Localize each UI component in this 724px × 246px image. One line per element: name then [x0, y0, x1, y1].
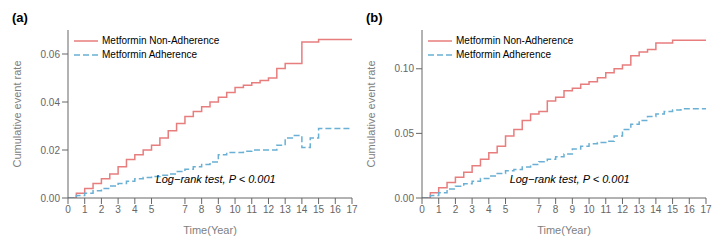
- html-text:Metformin Non-Adherence: Metformin Non-Adherence: [456, 35, 574, 46]
- svg-text:9: 9: [570, 204, 576, 215]
- svg-text:12: 12: [263, 204, 275, 215]
- html-text:Log−rank test, P < 0.001: Log−rank test, P < 0.001: [155, 172, 276, 185]
- svg-text:17: 17: [346, 204, 358, 215]
- svg-text:12: 12: [617, 204, 629, 215]
- svg-text:0: 0: [419, 204, 425, 215]
- html-text:(b): (b): [366, 10, 383, 25]
- html-text:Metformin Adherence: Metformin Adherence: [456, 49, 552, 60]
- svg-text:7: 7: [182, 204, 188, 215]
- svg-text:1: 1: [82, 204, 88, 215]
- svg-text:Time(Year): Time(Year): [537, 224, 591, 236]
- svg-text:8: 8: [199, 204, 205, 215]
- svg-text:4: 4: [132, 204, 138, 215]
- svg-text:Time(Year): Time(Year): [183, 224, 237, 236]
- svg-text:16: 16: [684, 204, 696, 215]
- svg-text:3: 3: [469, 204, 475, 215]
- svg-text:9: 9: [216, 204, 222, 215]
- svg-text:0.00: 0.00: [395, 193, 415, 204]
- svg-text:2: 2: [99, 204, 105, 215]
- svg-text:0: 0: [65, 204, 71, 215]
- svg-text:7: 7: [536, 204, 542, 215]
- svg-text:13: 13: [634, 204, 646, 215]
- svg-text:15: 15: [667, 204, 679, 215]
- html-text:(a): (a): [12, 10, 28, 25]
- svg-text:15: 15: [313, 204, 325, 215]
- svg-text:8: 8: [553, 204, 559, 215]
- html-text:Log−rank test, P < 0.001: Log−rank test, P < 0.001: [509, 172, 630, 185]
- svg-text:5: 5: [149, 204, 155, 215]
- svg-text:Cumulative event rate: Cumulative event rate: [365, 61, 377, 168]
- svg-text:1: 1: [436, 204, 442, 215]
- svg-text:11: 11: [247, 204, 258, 215]
- svg-text:3: 3: [115, 204, 121, 215]
- svg-text:17: 17: [700, 204, 712, 215]
- svg-text:2: 2: [453, 204, 459, 215]
- svg-text:Cumulative event rate: Cumulative event rate: [11, 61, 23, 168]
- html-text:Metformin Adherence: Metformin Adherence: [102, 49, 198, 60]
- html-text:Metformin Non-Adherence: Metformin Non-Adherence: [102, 35, 220, 46]
- svg-text:0.05: 0.05: [395, 128, 415, 139]
- svg-text:0.10: 0.10: [395, 63, 415, 74]
- svg-text:10: 10: [229, 204, 241, 215]
- svg-text:0.02: 0.02: [41, 145, 61, 156]
- svg-text:5: 5: [503, 204, 509, 215]
- svg-text:10: 10: [583, 204, 595, 215]
- svg-text:0.06: 0.06: [41, 49, 61, 60]
- svg-text:14: 14: [296, 204, 308, 215]
- svg-text:14: 14: [650, 204, 662, 215]
- svg-text:13: 13: [280, 204, 292, 215]
- svg-text:11: 11: [601, 204, 612, 215]
- svg-text:4: 4: [486, 204, 492, 215]
- svg-text:0.00: 0.00: [41, 193, 61, 204]
- svg-text:0.04: 0.04: [41, 97, 61, 108]
- svg-text:16: 16: [330, 204, 342, 215]
